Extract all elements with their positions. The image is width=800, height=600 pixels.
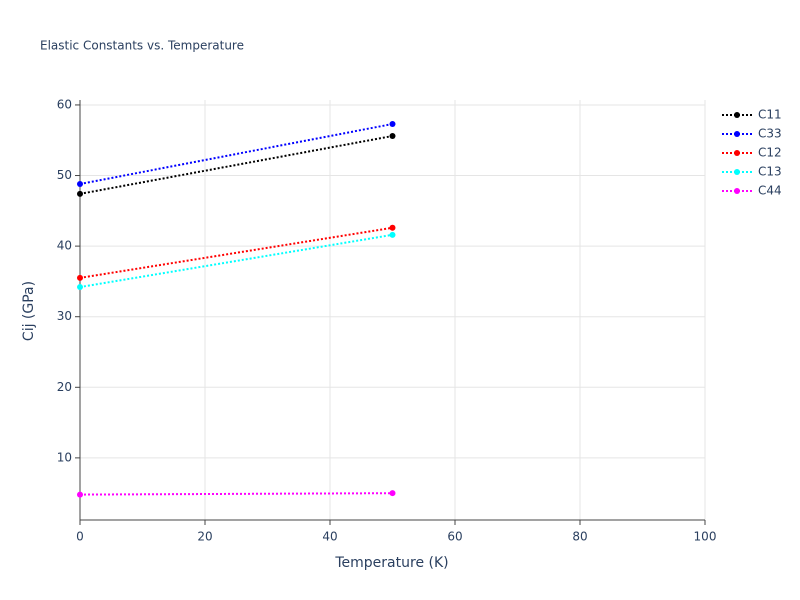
x-tick-label: 80 [572,530,587,544]
y-tick-label: 60 [57,97,72,111]
series-line [79,492,393,496]
legend-marker [734,188,740,194]
point [77,284,83,291]
point [77,274,83,281]
legend-label: C44 [758,184,782,198]
x-tick-label: 60 [447,530,462,544]
y-axis-label: Cij (GPa) [21,281,37,341]
legend-marker [734,150,740,156]
series-line [79,226,393,279]
point [389,133,396,139]
y-tick-label: 10 [57,450,72,464]
x-tick-label: 0 [76,530,84,544]
point [77,190,83,197]
chart-title: Elastic Constants vs. Temperature [40,39,244,53]
point [389,121,396,127]
x-tick-label: 20 [197,530,212,544]
legend-label: C12 [758,146,782,160]
point [77,491,83,498]
legend-marker [734,131,740,137]
x-tick-label: 40 [322,530,337,544]
point [77,181,83,187]
legend-label: C33 [758,127,782,141]
x-tick-label: 100 [694,530,717,544]
series-line [79,135,393,195]
y-tick-label: 30 [57,309,72,323]
y-tick-label: 50 [57,168,72,182]
legend-marker [734,112,740,118]
legend-label: C11 [758,108,782,122]
point [389,490,396,497]
series-line [79,123,393,185]
point [389,231,396,238]
y-tick-label: 40 [57,239,72,253]
point [389,224,396,231]
series-line [79,233,393,289]
legend-label: C13 [758,165,782,179]
legend-marker [734,169,740,175]
x-axis-label: Temperature (K) [334,555,448,571]
y-tick-label: 20 [57,380,72,394]
